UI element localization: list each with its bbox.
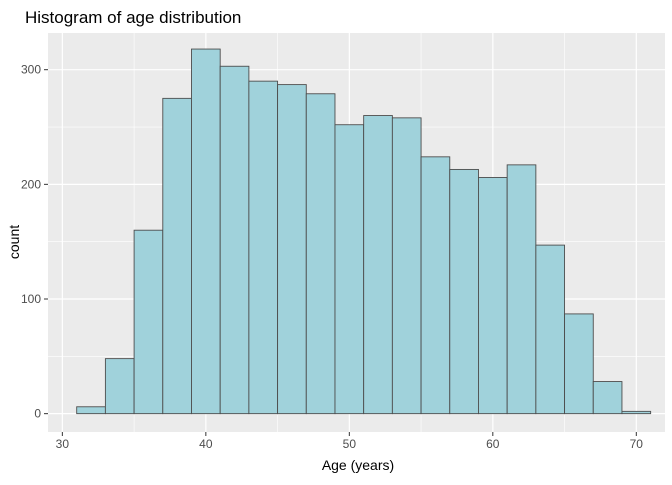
y-tick-label: 300 [21,63,41,77]
histogram-bar [420,156,451,415]
y-tick-label: 100 [21,292,41,306]
x-axis-label: Age (years) [322,457,394,473]
histogram-bar [592,381,623,415]
histogram-bar [363,115,393,415]
histogram-bar [162,97,192,415]
histogram-bar [564,313,594,415]
histogram-bar [133,229,164,415]
histogram-bar [305,93,336,415]
y-tick-label: 0 [34,407,41,421]
histogram-bar [248,80,279,415]
x-tick-label: 60 [486,437,500,451]
histogram-bar [219,65,250,415]
histogram-bar [391,117,422,415]
y-tick-label: 200 [21,177,41,191]
x-tick-label: 30 [56,437,70,451]
x-tick-label: 50 [343,437,357,451]
histogram-bar [506,164,537,415]
histogram-bar [621,410,652,415]
x-tick-label: 40 [199,437,213,451]
histogram-bar [76,406,106,415]
histogram-bar [478,177,508,415]
histogram-bar [191,48,221,415]
histogram-bar [334,124,365,415]
histogram-bar [449,168,479,415]
histogram-bar [104,358,135,415]
histogram-bar [535,244,566,415]
x-tick-label: 70 [630,437,644,451]
x-axis: 30 40 50 60 70 [56,432,644,451]
chart-title: Histogram of age distribution [25,8,241,27]
y-axis-label: count [6,225,22,259]
y-axis: 0 100 200 300 [21,63,48,421]
histogram-bar [277,84,307,415]
histogram-bars [76,48,652,415]
